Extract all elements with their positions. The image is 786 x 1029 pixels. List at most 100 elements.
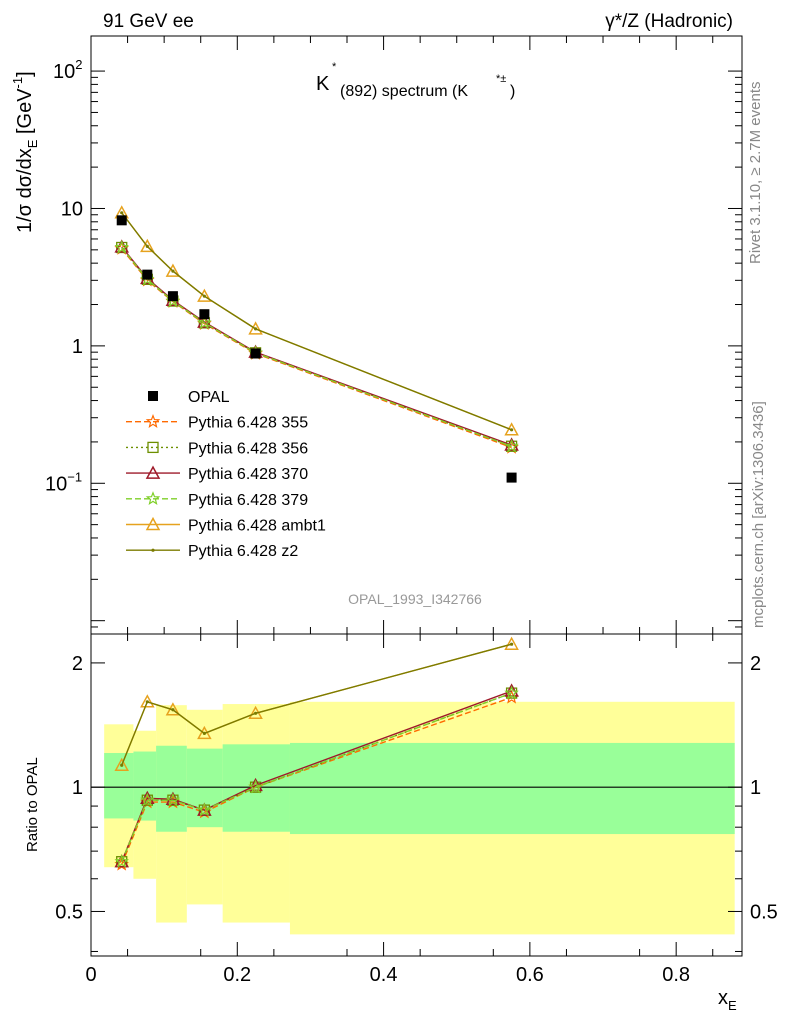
opal-point — [506, 472, 517, 483]
series-point — [509, 642, 514, 646]
series-point — [504, 438, 519, 453]
series-point — [202, 294, 206, 298]
stat-uncertainty-band — [133, 751, 157, 821]
ratio-x-tick-label: 0.2 — [223, 964, 251, 986]
ratio-y-tick-label-right: 0.5 — [750, 901, 778, 923]
ratio-xlabel: xE — [718, 987, 737, 1013]
legend-label: Pythia 6.428 379 — [188, 492, 308, 509]
series-point — [114, 239, 129, 254]
ratio-x-tick-label: 0.6 — [516, 964, 544, 986]
plot-title: K * (892) spectrum (K *± ) — [316, 61, 515, 100]
series-point — [248, 779, 263, 794]
legend-label: Pythia 6.428 356 — [188, 440, 308, 457]
ratio-ylabel: Ratio to OPAL — [24, 757, 41, 852]
series-point — [145, 700, 149, 704]
main-plot: 10−1 1 10 102 — [45, 36, 742, 635]
series-line — [121, 212, 512, 431]
ratio-y-tick-label: 1 — [72, 777, 83, 799]
mcplots-label: mcplots.cern.ch [arXiv:1306.3436] — [750, 401, 767, 628]
opal-point — [250, 348, 261, 359]
stat-uncertainty-band — [156, 745, 187, 832]
series-point — [114, 854, 129, 868]
main-series-pythia-6.428-ambt1 — [114, 205, 519, 436]
legend-marker-opal — [148, 391, 158, 401]
series-point — [140, 694, 155, 708]
title-sup: *± — [496, 73, 506, 85]
series-point — [114, 757, 129, 772]
header-left: 91 GeV ee — [103, 11, 194, 32]
opal-point — [142, 269, 153, 280]
header-right: γ*/Z (Hadronic) — [605, 11, 733, 32]
legend-label: Pythia 6.428 ambt1 — [188, 518, 326, 535]
series-line — [121, 212, 512, 431]
rivet-label: Rivet 3.1.10, ≥ 2.7M events — [747, 82, 764, 265]
legend-marker — [145, 516, 161, 531]
ratio-series-pythia-6.428-z2 — [120, 642, 514, 767]
ratio-y-tick-label-right: 2 — [750, 653, 761, 675]
series-line — [121, 643, 512, 766]
stat-uncertainty-band — [289, 742, 735, 835]
series-point — [202, 731, 206, 735]
title-close: ) — [510, 83, 515, 100]
legend-marker — [145, 414, 161, 428]
main-ylabel: 1/σ dσ/dxE [GeV-1] — [10, 71, 40, 233]
legend-label: Pythia 6.428 370 — [188, 466, 308, 483]
opal-point — [199, 309, 210, 320]
series-point — [253, 711, 258, 715]
series-point — [504, 685, 519, 700]
svg-text:1/σ dσ/dxE [GeV-1]: 1/σ dσ/dxE [GeV-1] — [10, 71, 40, 233]
series-point — [114, 239, 129, 253]
legend-marker — [145, 491, 161, 506]
legend-label: Pythia 6.428 z2 — [188, 543, 298, 560]
series-point — [509, 428, 514, 432]
legend-marker — [145, 465, 161, 479]
svg-text:xE: xE — [718, 987, 737, 1013]
stat-uncertainty-band — [104, 753, 134, 819]
analysis-watermark: OPAL_1993_I342766 — [348, 591, 482, 607]
series-point — [165, 263, 181, 277]
ratio-x-tick-label: 0.8 — [662, 964, 690, 986]
series-point — [253, 327, 258, 331]
opal-point — [167, 291, 178, 302]
main-y-tick-label: 102 — [53, 57, 82, 83]
title-rest: (892) spectrum (K — [340, 83, 468, 100]
ratio-y-tick-label: 0.5 — [55, 901, 83, 923]
main-y-tick-label: 10 — [61, 198, 83, 220]
series-point — [120, 211, 124, 215]
series-point — [504, 636, 519, 650]
main-y-tick-label: 10−1 — [45, 469, 82, 495]
opal-data-points — [116, 215, 517, 483]
opal-point — [116, 215, 127, 226]
ratio-x-tick-label: 0.4 — [370, 964, 398, 986]
series-point — [171, 708, 175, 712]
ratio-x-tick-label: 0 — [85, 964, 96, 986]
series-point — [165, 792, 181, 807]
ratio-y-tick-label: 2 — [72, 653, 83, 675]
ratio-y-tick-label-right: 1 — [750, 777, 761, 799]
legend-marker — [151, 548, 155, 552]
main-y-tick-label: 1 — [72, 336, 83, 358]
series-line — [121, 248, 512, 449]
series-line — [121, 247, 512, 447]
title-star: * — [332, 61, 337, 73]
legend-label-opal: OPAL — [188, 389, 230, 406]
series-point — [197, 802, 212, 817]
series-point — [248, 321, 263, 335]
ratio-series-pythia-6.428-379 — [114, 685, 519, 868]
legend: OPAL Pythia 6.428 355 Pythia 6.428 356 Pyth… — [126, 389, 326, 560]
legend-marker — [147, 441, 159, 454]
series-point — [171, 269, 175, 273]
series-point — [120, 763, 124, 767]
stat-uncertainty-band — [186, 748, 223, 828]
series-line — [121, 692, 512, 862]
series-point — [140, 238, 155, 253]
series-point — [145, 244, 149, 248]
legend-label: Pythia 6.428 355 — [188, 415, 308, 432]
series-point — [140, 792, 155, 807]
series-point — [114, 854, 129, 868]
series-point — [197, 288, 212, 302]
stat-uncertainty-band — [222, 744, 290, 832]
ratio-frame — [90, 633, 743, 957]
ratio-plot: 0 0.2 0.4 0.6 0.8 0.5 0.5 1 1 2 2 — [55, 634, 778, 986]
